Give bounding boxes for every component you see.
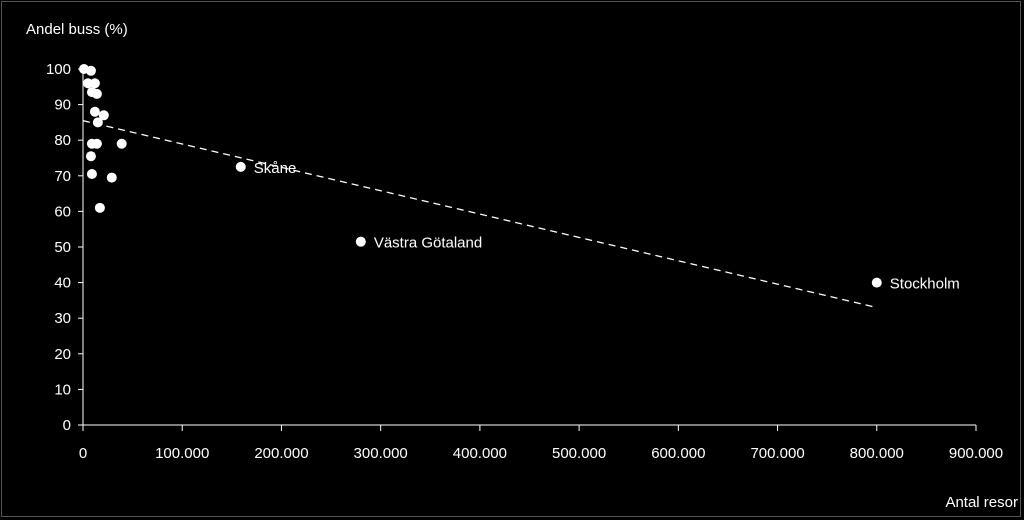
y-tick-label: 20 <box>54 346 71 363</box>
x-tick-label: 500.000 <box>552 445 606 462</box>
data-point <box>86 169 97 180</box>
y-tick-label: 50 <box>54 239 71 256</box>
data-point <box>91 138 102 149</box>
data-point <box>235 161 246 172</box>
trendline-line <box>82 119 877 309</box>
y-tick-label: 10 <box>54 381 71 398</box>
x-tick-label: 900.000 <box>949 445 1003 462</box>
data-point <box>106 172 117 183</box>
axes: 0 10 20 30 40 50 60 70 80 90 100 0 100.000 200.000 300… <box>46 61 1003 462</box>
y-tick-label: 100 <box>46 61 71 78</box>
data-label: Västra Götaland <box>374 235 482 252</box>
y-tick-label: 70 <box>54 168 71 185</box>
data-point <box>355 236 366 247</box>
data-point <box>91 88 102 99</box>
x-tick-label: 800.000 <box>850 445 904 462</box>
data-point <box>85 65 96 76</box>
y-tick-label: 60 <box>54 203 71 220</box>
data-point <box>82 78 93 89</box>
data-point <box>871 277 882 288</box>
y-tick-label: 90 <box>54 97 71 114</box>
data-point <box>85 151 96 162</box>
trendline <box>82 119 877 309</box>
y-tick-label: 0 <box>63 417 71 434</box>
data-point <box>98 110 109 121</box>
x-tick-label: 300.000 <box>354 445 408 462</box>
data-point <box>116 138 127 149</box>
y-tick-label: 80 <box>54 132 71 149</box>
data-point <box>89 106 100 117</box>
data-point <box>89 78 100 89</box>
x-tick-label: 200.000 <box>254 445 308 462</box>
data-points: Skåne Västra Götaland Stockholm <box>78 64 960 293</box>
data-label: Skåne <box>254 160 297 177</box>
x-tick-label: 0 <box>79 445 87 462</box>
data-point <box>92 117 103 128</box>
x-tick-label: 400.000 <box>453 445 507 462</box>
x-tick-label: 600.000 <box>651 445 705 462</box>
data-point <box>94 202 105 213</box>
y-axis-title: Andel buss (%) <box>26 21 128 38</box>
x-tick-label: 100.000 <box>155 445 209 462</box>
y-tick-label: 30 <box>54 310 71 327</box>
data-label: Stockholm <box>890 276 960 293</box>
x-tick-label: 700.000 <box>750 445 804 462</box>
x-axis-title: Antal resor <box>945 494 1018 511</box>
y-tick-label: 40 <box>54 275 71 292</box>
